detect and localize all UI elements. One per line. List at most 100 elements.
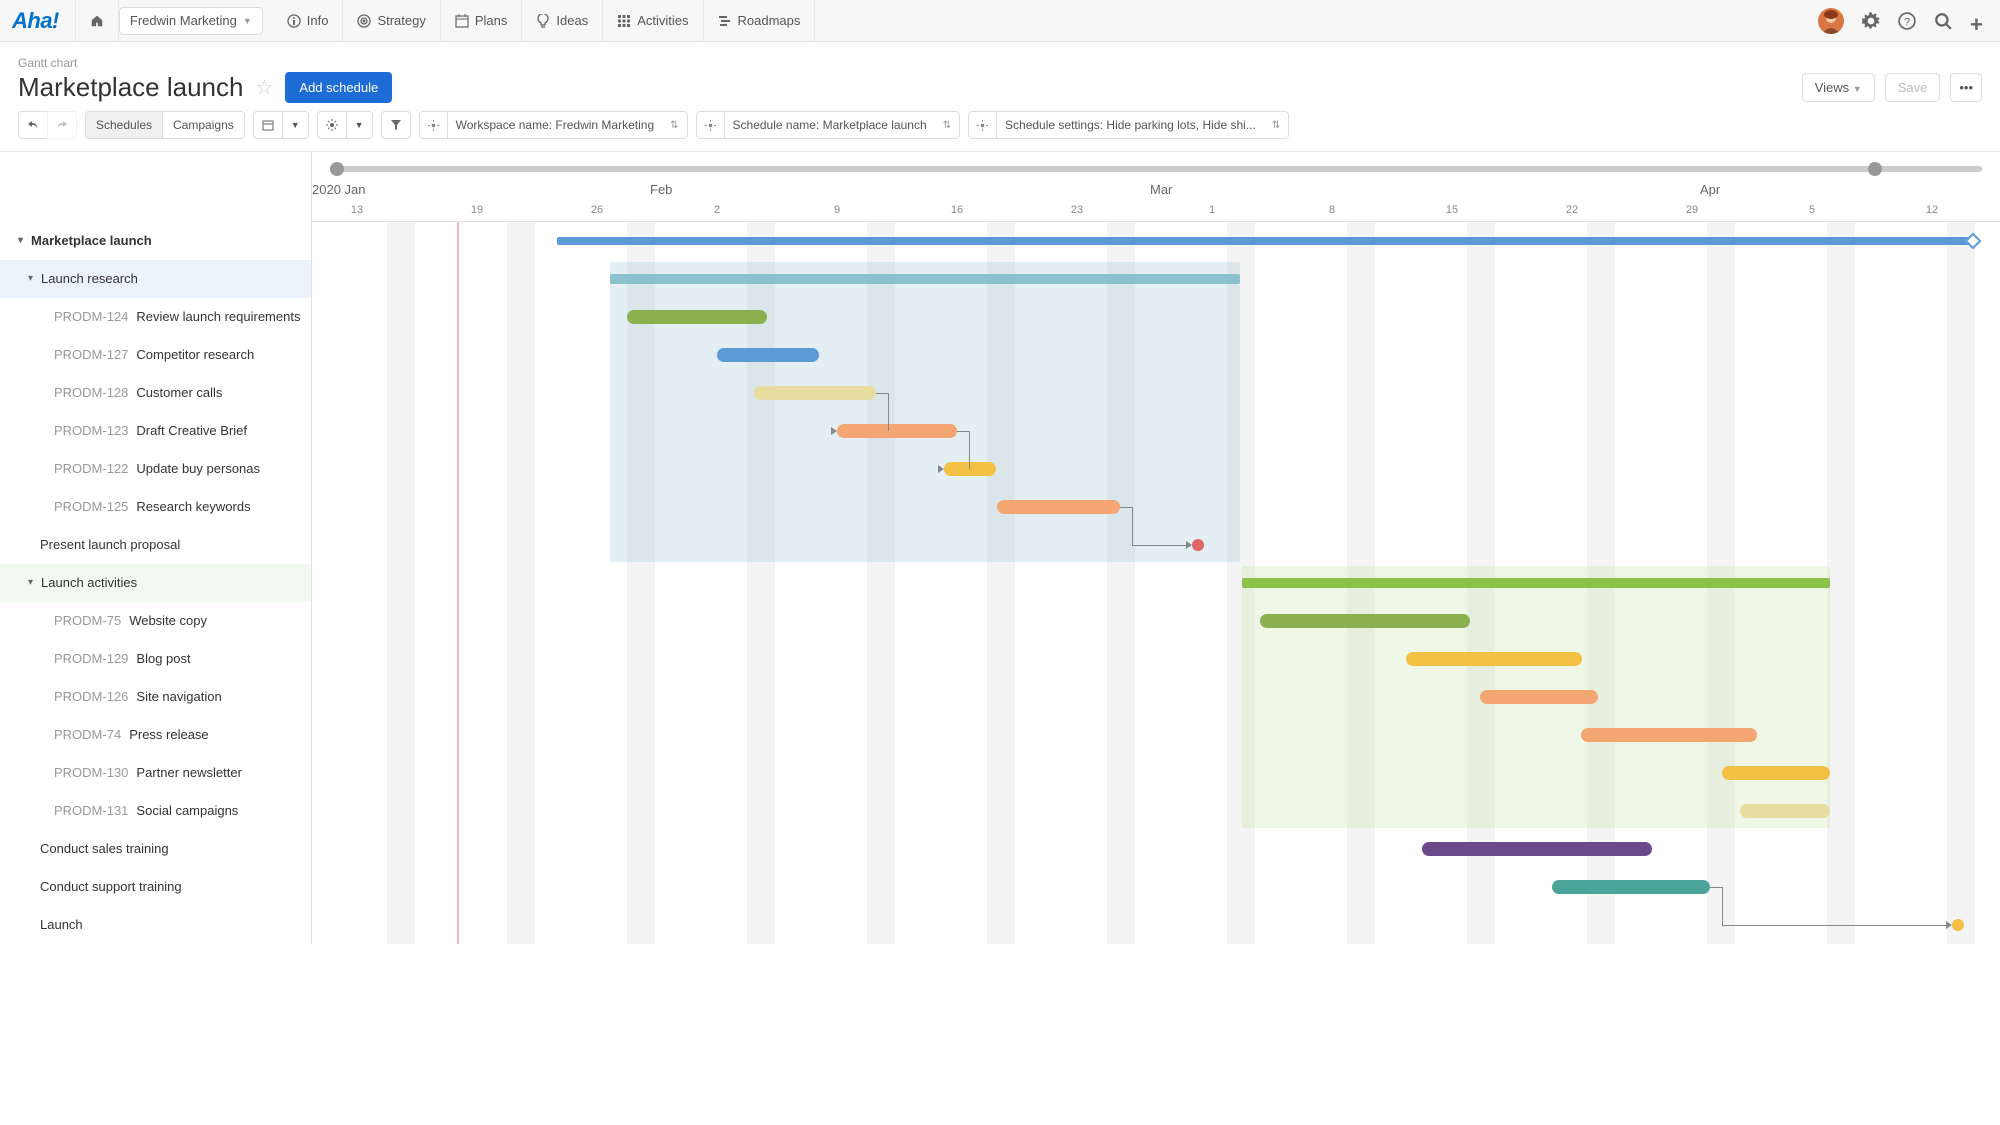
chevron-down-icon: ▾ <box>18 235 23 246</box>
day-label: 16 <box>951 204 963 216</box>
day-label: 13 <box>351 204 363 216</box>
search-icon[interactable] <box>1934 12 1952 30</box>
gantt-bar[interactable] <box>1406 652 1582 666</box>
task-id: PRODM-124 <box>54 309 128 324</box>
task-label: Launch <box>40 917 83 932</box>
task-label: Social campaigns <box>136 803 238 818</box>
workspace-selector[interactable]: Fredwin Marketing ▼ <box>119 7 263 35</box>
settings-button[interactable] <box>317 111 346 139</box>
nav-info[interactable]: Info <box>273 0 344 42</box>
info-icon <box>287 14 301 28</box>
task-row[interactable]: PRODM-124Review launch requirements <box>0 298 311 336</box>
day-label: 2 <box>714 204 720 216</box>
task-row[interactable]: PRODM-125Research keywords <box>0 488 311 526</box>
nav-ideas[interactable]: Ideas <box>522 0 603 42</box>
task-row[interactable]: PRODM-126 Site navigation <box>0 678 311 716</box>
gantt-bar[interactable] <box>1722 766 1830 780</box>
task-row[interactable]: PRODM-122Update buy personas <box>0 450 311 488</box>
task-row[interactable]: Conduct sales training <box>0 830 311 868</box>
gantt-bar[interactable] <box>1581 728 1757 742</box>
filter-button[interactable] <box>381 111 411 139</box>
gantt-bar[interactable] <box>1740 804 1830 818</box>
gantt-bar[interactable] <box>1552 880 1710 894</box>
nav-plans[interactable]: Plans <box>441 0 523 42</box>
chevron-down-icon: ▾ <box>28 273 33 284</box>
toolbar: Schedules Campaigns ▼ ▼ Workspace name: … <box>0 111 2000 152</box>
gantt-bar[interactable] <box>1242 578 1830 588</box>
star-icon[interactable]: ☆ <box>255 75 273 100</box>
gantt-bar[interactable] <box>1422 842 1652 856</box>
date-button[interactable] <box>253 111 282 139</box>
gantt-bar[interactable] <box>1480 690 1598 704</box>
gantt-bar[interactable] <box>997 500 1120 514</box>
task-id: PRODM-74 <box>54 727 121 742</box>
gantt-timeline[interactable]: 2020 JanFebMarApr 1319262916231815222951… <box>312 152 2000 944</box>
task-row[interactable]: ▾Marketplace launch <box>0 222 311 260</box>
zoom-slider[interactable] <box>330 166 1982 172</box>
task-row[interactable]: ▾ Launch research <box>0 260 311 298</box>
logo[interactable]: Aha! <box>12 8 59 34</box>
schedules-tab[interactable]: Schedules <box>85 111 162 139</box>
task-row[interactable]: Conduct support training <box>0 868 311 906</box>
task-row[interactable]: PRODM-123Draft Creative Brief <box>0 412 311 450</box>
save-button[interactable]: Save <box>1885 73 1941 102</box>
more-button[interactable]: ••• <box>1950 73 1982 102</box>
filter-pill-1[interactable]: Schedule name: Marketplace launch⇅ <box>696 111 961 139</box>
day-label: 12 <box>1926 204 1938 216</box>
gantt-bar[interactable] <box>717 348 819 362</box>
add-schedule-button[interactable]: Add schedule <box>285 72 392 103</box>
task-row[interactable]: Present launch proposal <box>0 526 311 564</box>
task-row[interactable]: PRODM-74Press release <box>0 716 311 754</box>
gantt-bar[interactable] <box>837 424 957 438</box>
gantt-bar[interactable] <box>627 310 767 324</box>
views-button[interactable]: Views ▼ <box>1802 73 1875 102</box>
gear-icon <box>969 112 997 138</box>
task-label: Competitor research <box>136 347 254 362</box>
nav-activities[interactable]: Activities <box>603 0 703 42</box>
task-label: Launch research <box>41 271 138 286</box>
add-icon[interactable]: + <box>1970 12 1988 30</box>
help-icon[interactable]: ? <box>1898 12 1916 30</box>
task-row[interactable]: PRODM-75Website copy <box>0 602 311 640</box>
nav-roadmaps[interactable]: Roadmaps <box>704 0 816 42</box>
gantt-bar[interactable] <box>754 386 876 400</box>
gantt-bar[interactable] <box>944 462 996 476</box>
redo-button[interactable] <box>47 111 77 139</box>
avatar[interactable] <box>1818 8 1844 34</box>
date-dropdown-button[interactable]: ▼ <box>282 111 309 139</box>
gantt-bar[interactable] <box>557 237 1972 245</box>
task-row[interactable]: PRODM-128Customer calls <box>0 374 311 412</box>
gantt-bar[interactable] <box>1260 614 1470 628</box>
task-label: Launch activities <box>41 575 137 590</box>
task-row[interactable]: PRODM-130Partner newsletter <box>0 754 311 792</box>
filter-pill-2[interactable]: Schedule settings: Hide parking lots, Hi… <box>968 111 1289 139</box>
task-id: PRODM-126 <box>54 689 128 704</box>
home-button[interactable] <box>75 0 119 42</box>
task-label: Site navigation <box>136 689 221 704</box>
day-label: 26 <box>591 204 603 216</box>
task-row[interactable]: PRODM-131Social campaigns <box>0 792 311 830</box>
home-icon <box>90 14 104 28</box>
milestone[interactable] <box>1952 919 1964 931</box>
chevron-icon: ⇅ <box>662 120 686 131</box>
gantt-body <box>312 222 2000 944</box>
settings-dropdown-button[interactable]: ▼ <box>346 111 373 139</box>
undo-button[interactable] <box>18 111 47 139</box>
task-row[interactable]: PRODM-129Blog post <box>0 640 311 678</box>
nav-strategy[interactable]: Strategy <box>343 0 440 42</box>
task-row[interactable]: Launch <box>0 906 311 944</box>
day-label: 9 <box>834 204 840 216</box>
task-id: PRODM-127 <box>54 347 128 362</box>
grid-icon <box>617 14 631 28</box>
campaigns-tab[interactable]: Campaigns <box>162 111 245 139</box>
roadmap-icon <box>718 14 732 28</box>
diamond-milestone[interactable] <box>1965 233 1982 250</box>
task-row[interactable]: PRODM-127 Competitor research <box>0 336 311 374</box>
gear-icon <box>697 112 725 138</box>
milestone[interactable] <box>1192 539 1204 551</box>
task-row[interactable]: ▾Launch activities <box>0 564 311 602</box>
chevron-down-icon: ▼ <box>243 16 252 26</box>
gantt-bar[interactable] <box>610 274 1240 284</box>
settings-icon[interactable] <box>1862 12 1880 30</box>
filter-pill-0[interactable]: Workspace name: Fredwin Marketing⇅ <box>419 111 688 139</box>
